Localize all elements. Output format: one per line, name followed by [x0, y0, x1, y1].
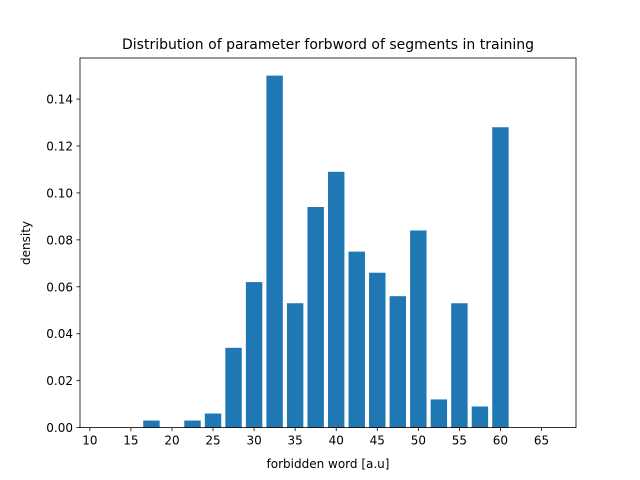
x-axis-label: forbidden word [a.u] [267, 457, 390, 471]
bar-4 [245, 282, 263, 428]
chart-title: Distribution of parameter forbword of se… [122, 37, 534, 53]
bar-6 [286, 303, 304, 428]
x-tick-label-10: 60 [493, 434, 508, 448]
x-tick-label-3: 25 [205, 434, 220, 448]
bar-5 [266, 75, 283, 428]
y-axis-ticks: 0.00 0.02 0.04 0.06 0.08 0.10 0.12 0.14 [46, 93, 80, 435]
y-tick-label-6: 0.12 [46, 140, 73, 154]
y-tick-label-7: 0.14 [46, 93, 73, 107]
y-axis-label: density [19, 221, 33, 265]
bar-14 [451, 303, 468, 428]
x-tick-label-11: 65 [534, 434, 549, 448]
x-tick-label-0: 10 [82, 434, 97, 448]
bar-8 [328, 171, 345, 428]
y-tick-label-5: 0.10 [46, 186, 73, 200]
y-tick-label-3: 0.06 [46, 280, 73, 294]
x-tick-label-1: 15 [123, 434, 138, 448]
bar-1 [184, 420, 201, 428]
bar-3 [225, 347, 242, 428]
x-axis-ticks: 10 15 20 25 30 35 40 45 50 55 60 65 [82, 427, 549, 448]
bar-10 [369, 272, 386, 428]
y-tick-label-0: 0.00 [46, 421, 73, 435]
bars [143, 75, 509, 428]
bar-9 [348, 251, 365, 428]
bar-11 [389, 296, 407, 428]
x-tick-label-4: 30 [246, 434, 261, 448]
y-tick-label-4: 0.08 [46, 233, 73, 247]
bar-12 [410, 230, 427, 428]
x-tick-label-6: 40 [329, 434, 344, 448]
y-tick-label-1: 0.02 [46, 374, 73, 388]
plot-frame [79, 57, 577, 429]
bar-0 [143, 420, 160, 428]
x-tick-label-5: 35 [288, 434, 303, 448]
bar-13 [430, 399, 448, 428]
bar-7 [307, 207, 324, 428]
y-tick-label-2: 0.04 [46, 327, 73, 341]
x-tick-label-8: 50 [411, 434, 426, 448]
x-tick-label-2: 20 [164, 434, 179, 448]
x-tick-label-7: 45 [370, 434, 385, 448]
bar-16 [492, 127, 509, 428]
x-tick-label-9: 55 [452, 434, 467, 448]
bar-2 [204, 413, 222, 428]
bar-15 [471, 406, 489, 428]
